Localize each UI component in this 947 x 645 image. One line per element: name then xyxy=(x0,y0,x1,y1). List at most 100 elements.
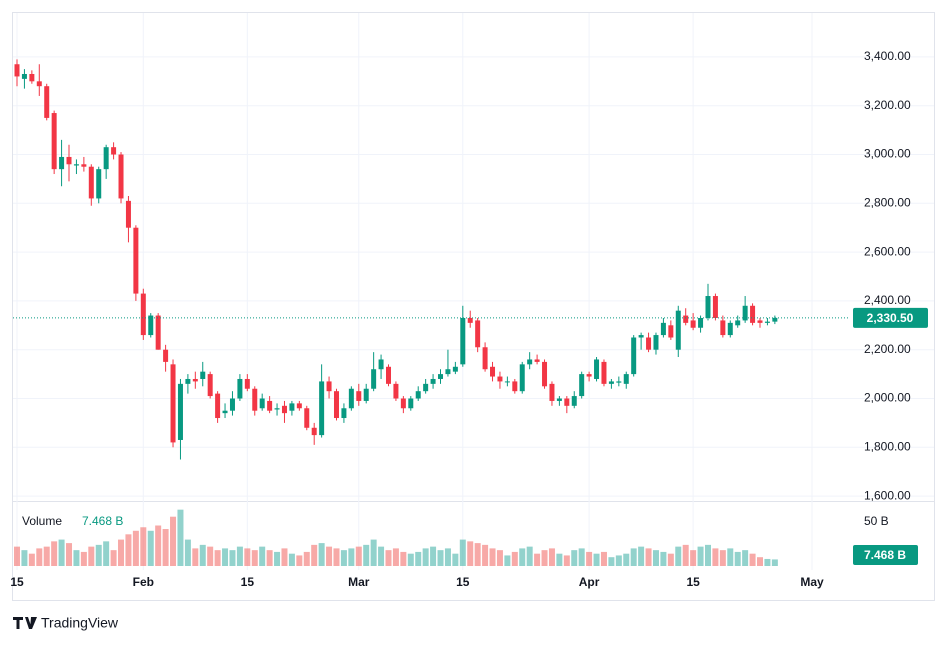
candle-body xyxy=(400,398,406,409)
candle-body xyxy=(497,376,503,382)
candle-body xyxy=(549,383,555,401)
candle-body xyxy=(155,315,161,350)
volume-bar xyxy=(311,544,318,566)
candle-body xyxy=(750,305,756,323)
volume-bar xyxy=(147,530,154,566)
volume-bar xyxy=(140,527,147,566)
volume-bar xyxy=(422,548,429,566)
candle-body xyxy=(44,86,50,118)
candle-body xyxy=(527,359,533,365)
candle-body xyxy=(311,427,317,436)
candle-body xyxy=(252,388,258,411)
candle-body xyxy=(445,369,451,375)
volume-bar xyxy=(355,546,362,566)
volume-bar xyxy=(58,539,65,566)
volume-bar xyxy=(14,546,20,566)
volume-bar xyxy=(742,550,749,566)
candle-body xyxy=(467,317,473,323)
candle-body xyxy=(608,381,614,384)
volume-bar xyxy=(474,543,481,566)
volume-bar xyxy=(125,534,132,566)
volume-bar xyxy=(118,539,125,566)
volume-bar xyxy=(571,550,578,566)
candle-body xyxy=(341,408,347,419)
volume-bar xyxy=(697,546,704,566)
candle-body xyxy=(579,374,585,397)
candle-body xyxy=(601,361,607,384)
volume-bar xyxy=(236,546,243,566)
y-tick-label: 1,800.00 xyxy=(864,439,911,453)
volume-bar xyxy=(36,548,43,566)
candle-body xyxy=(631,337,637,375)
candle-body xyxy=(304,408,310,428)
y-tick-label: 2,400.00 xyxy=(864,293,911,307)
volume-bar xyxy=(459,539,466,566)
candle-body xyxy=(371,369,377,389)
volume-bar xyxy=(504,555,511,566)
volume-bar xyxy=(214,550,221,566)
volume-bar xyxy=(303,551,310,566)
candle-body xyxy=(185,378,191,384)
candle-body xyxy=(200,371,206,379)
volume-bar xyxy=(281,548,288,566)
candle-body xyxy=(512,381,518,392)
candle-body xyxy=(111,147,117,155)
volume-bar xyxy=(318,543,325,566)
volume-bar xyxy=(370,539,377,566)
candle-body xyxy=(564,398,570,406)
volume-bar xyxy=(496,550,503,566)
volume-bar xyxy=(623,553,630,566)
candle-body xyxy=(192,378,198,382)
candle-body xyxy=(423,383,429,392)
candle-body xyxy=(378,359,384,370)
last-price-badge xyxy=(853,307,928,328)
candle-body xyxy=(542,361,548,387)
volume-bar xyxy=(21,550,28,566)
volume-bar xyxy=(667,553,674,566)
volume-bar xyxy=(690,550,697,566)
y-tick-label: 3,400.00 xyxy=(864,49,911,63)
candle-body xyxy=(177,383,183,440)
brand-name: TradingView xyxy=(41,615,119,631)
volume-bar xyxy=(229,550,236,566)
volume-bar xyxy=(80,551,87,566)
volume-bar xyxy=(66,543,73,566)
volume-bar xyxy=(749,553,756,566)
candle-body xyxy=(705,296,711,318)
volume-bar xyxy=(378,546,385,566)
candle-body xyxy=(29,73,35,82)
volume-bar xyxy=(363,544,370,566)
volume-bar xyxy=(326,546,333,566)
candle-body xyxy=(482,347,488,370)
volume-bar xyxy=(177,509,184,566)
candle-body xyxy=(88,166,94,199)
volume-bar xyxy=(534,553,541,566)
volume-bar xyxy=(489,548,496,566)
candle-body xyxy=(638,335,644,338)
volume-bar xyxy=(719,550,726,566)
volume-bar xyxy=(415,551,422,566)
brand-logo: TradingView xyxy=(13,615,119,631)
volume-bar xyxy=(103,541,110,566)
volume-bar xyxy=(467,541,474,566)
volume-bar xyxy=(348,548,355,566)
volume-bar xyxy=(155,525,162,566)
volume-bar xyxy=(586,551,593,566)
candle-body xyxy=(207,374,213,397)
candle-body xyxy=(393,383,399,399)
volume-bar xyxy=(162,529,169,566)
volume-bar xyxy=(170,516,177,566)
candle-body xyxy=(534,359,540,362)
candle-body xyxy=(698,317,704,328)
candle-body xyxy=(727,322,733,336)
volume-bar xyxy=(734,551,741,566)
volume-bar xyxy=(615,555,622,566)
volume-bar xyxy=(519,548,526,566)
brand-icon xyxy=(13,617,37,629)
volume-tick-label: 50 B xyxy=(864,514,889,528)
candle-body xyxy=(430,378,436,384)
volume-bar xyxy=(73,550,80,566)
volume-bar xyxy=(266,550,273,566)
candle-body xyxy=(21,73,27,79)
volume-bar xyxy=(660,551,667,566)
